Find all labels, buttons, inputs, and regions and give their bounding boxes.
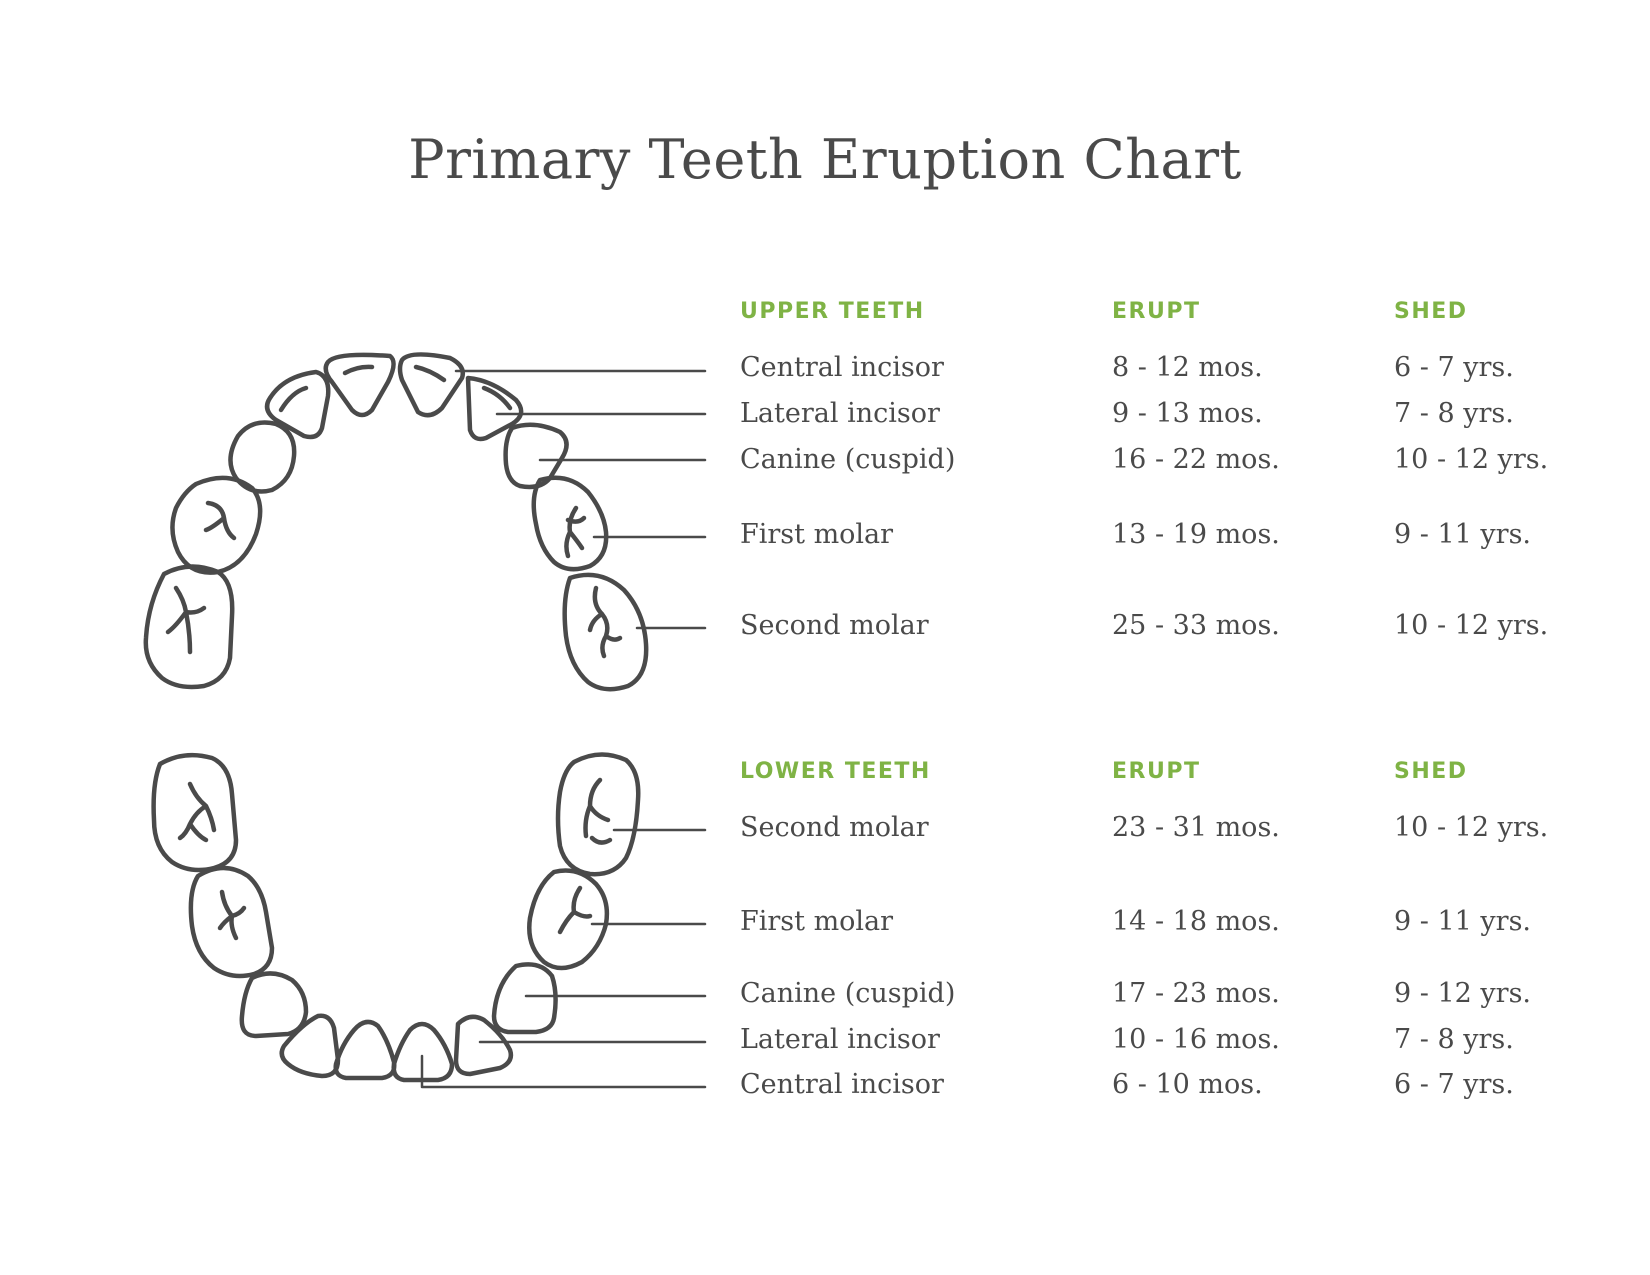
lower-canine-left xyxy=(239,971,309,1039)
upper-row-erupt: 25 - 33 mos. xyxy=(1112,610,1280,641)
upper-teeth-header: UPPER TEETH xyxy=(740,299,925,324)
lower-row-shed: 9 - 12 yrs. xyxy=(1394,978,1532,1009)
upper-lateral-incisor-left xyxy=(264,369,331,440)
lower-canine-right xyxy=(491,962,558,1035)
upper-row-shed: 6 - 7 yrs. xyxy=(1394,352,1514,383)
lower-central-incisor-right xyxy=(391,1021,455,1083)
upper-canine-left xyxy=(228,420,297,494)
upper-first-molar-right xyxy=(531,475,609,572)
page-title: Primary Teeth Eruption Chart xyxy=(408,128,1242,191)
lower-first-molar-left xyxy=(188,865,275,979)
upper-central-incisor-left xyxy=(323,352,396,418)
lower-row-erupt: 6 - 10 mos. xyxy=(1112,1069,1263,1100)
upper-row-shed: 7 - 8 yrs. xyxy=(1394,398,1514,429)
lower-row-shed: 7 - 8 yrs. xyxy=(1394,1024,1514,1055)
lower-row-name: First molar xyxy=(740,906,894,937)
upper-row-name: Central incisor xyxy=(740,352,944,383)
lower-row-shed: 6 - 7 yrs. xyxy=(1394,1069,1514,1100)
lower-lateral-incisor-left xyxy=(279,1013,341,1079)
upper-row-erupt: 16 - 22 mos. xyxy=(1112,444,1280,475)
lower-row-name: Lateral incisor xyxy=(740,1024,940,1055)
lower-erupt-header: ERUPT xyxy=(1112,759,1201,784)
lower-row-erupt: 10 - 16 mos. xyxy=(1112,1024,1280,1055)
lower-second-molar-left xyxy=(151,752,239,873)
lower-lateral-incisor-right xyxy=(453,1014,514,1077)
upper-second-molar-right xyxy=(562,572,649,692)
upper-lateral-incisor-right xyxy=(465,375,524,442)
lower-shed-header: SHED xyxy=(1394,759,1468,784)
lower-central-incisor-left xyxy=(333,1019,397,1081)
upper-row-erupt: 13 - 19 mos. xyxy=(1112,519,1280,550)
upper-row-name: Lateral incisor xyxy=(740,398,940,429)
upper-row-shed: 10 - 12 yrs. xyxy=(1394,444,1549,475)
upper-row-shed: 9 - 11 yrs. xyxy=(1394,519,1532,550)
lower-second-molar-right xyxy=(555,752,641,877)
upper-row-erupt: 8 - 12 mos. xyxy=(1112,352,1263,383)
upper-second-molar-left xyxy=(143,564,235,690)
lower-row-erupt: 14 - 18 mos. xyxy=(1112,906,1280,937)
lower-first-molar-right xyxy=(527,868,610,971)
upper-row-erupt: 9 - 13 mos. xyxy=(1112,398,1263,429)
lower-teeth-header: LOWER TEETH xyxy=(740,759,931,784)
lower-row-name: Canine (cuspid) xyxy=(740,978,956,1009)
upper-central-incisor-right xyxy=(397,352,465,418)
lower-row-shed: 9 - 11 yrs. xyxy=(1394,906,1532,937)
upper-row-name: Canine (cuspid) xyxy=(740,444,956,475)
lower-row-name: Second molar xyxy=(740,812,929,843)
lower-row-shed: 10 - 12 yrs. xyxy=(1394,812,1549,843)
lower-row-name: Central incisor xyxy=(740,1069,944,1100)
upper-shed-header: SHED xyxy=(1394,299,1468,324)
upper-row-shed: 10 - 12 yrs. xyxy=(1394,610,1549,641)
lower-row-erupt: 23 - 31 mos. xyxy=(1112,812,1280,843)
upper-erupt-header: ERUPT xyxy=(1112,299,1201,324)
upper-row-name: First molar xyxy=(740,519,894,550)
upper-row-name: Second molar xyxy=(740,610,929,641)
lower-row-erupt: 17 - 23 mos. xyxy=(1112,978,1280,1009)
